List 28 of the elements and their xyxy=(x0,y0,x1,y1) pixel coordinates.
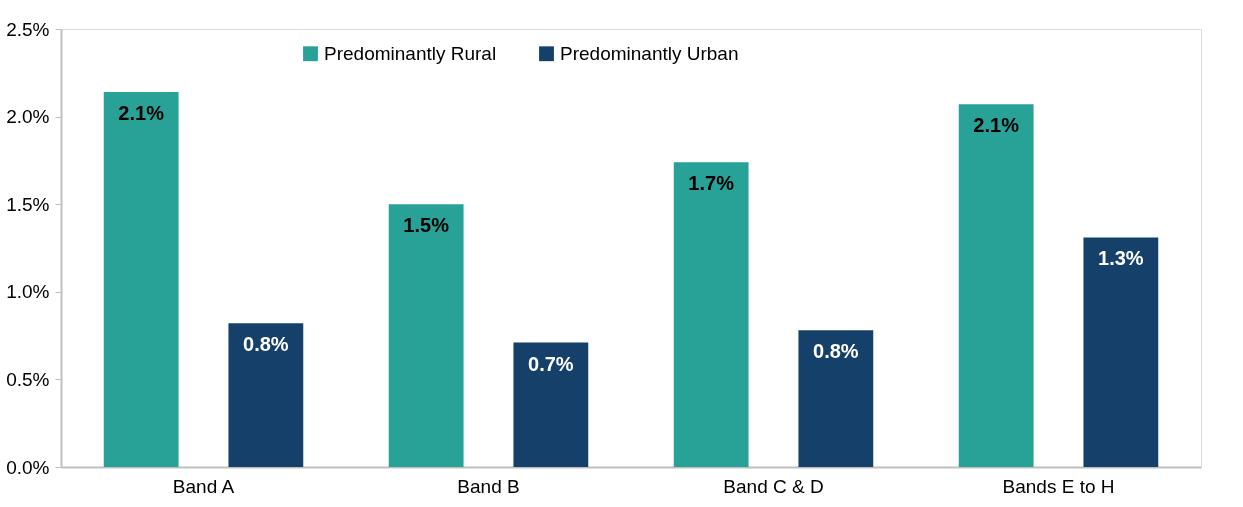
x-tick-label: Band B xyxy=(457,475,520,497)
bar xyxy=(388,204,464,467)
data-label: 0.8% xyxy=(243,333,289,356)
data-label: 1.7% xyxy=(688,172,735,195)
y-tick-label: 2.0% xyxy=(6,106,50,128)
y-tick-label: 2.5% xyxy=(6,18,50,40)
y-tick-label: 1.0% xyxy=(6,281,50,303)
data-label: 2.1% xyxy=(973,114,1020,137)
data-label: 0.8% xyxy=(813,340,859,363)
bar xyxy=(673,162,749,467)
legend-label: Predominantly Urban xyxy=(560,42,739,64)
x-tick-label: Bands E to H xyxy=(1002,475,1115,497)
data-label: 0.7% xyxy=(528,352,574,375)
y-tick-label: 0.0% xyxy=(6,456,50,478)
y-tick-label: 1.5% xyxy=(6,193,50,215)
data-label: 1.5% xyxy=(403,214,450,237)
legend-label: Predominantly Rural xyxy=(324,42,497,64)
bar xyxy=(798,330,874,467)
bar xyxy=(103,92,179,467)
bar xyxy=(513,342,589,467)
data-label: 2.1% xyxy=(118,102,165,125)
bar xyxy=(228,323,304,467)
x-tick-label: Band C & D xyxy=(723,475,824,497)
data-label: 1.3% xyxy=(1098,247,1144,270)
x-tick-label: Band A xyxy=(172,475,235,497)
y-tick-label: 0.5% xyxy=(6,368,50,390)
bar xyxy=(958,104,1034,467)
bar xyxy=(1083,237,1159,467)
